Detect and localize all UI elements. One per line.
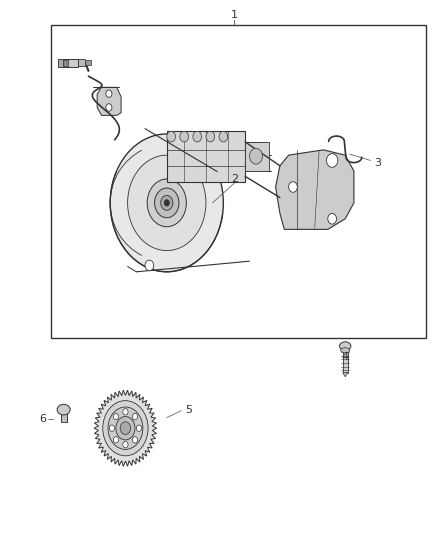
Text: 4: 4 bbox=[342, 352, 349, 361]
Circle shape bbox=[250, 148, 262, 164]
Bar bbox=[245, 142, 269, 171]
Circle shape bbox=[103, 401, 148, 456]
Circle shape bbox=[106, 104, 112, 111]
Circle shape bbox=[132, 437, 138, 443]
Circle shape bbox=[110, 134, 223, 272]
Circle shape bbox=[127, 155, 206, 251]
Circle shape bbox=[219, 131, 228, 142]
Circle shape bbox=[164, 200, 170, 206]
Circle shape bbox=[328, 214, 336, 224]
Circle shape bbox=[113, 437, 119, 443]
Text: 2: 2 bbox=[231, 174, 238, 184]
Bar bbox=[343, 350, 348, 373]
Circle shape bbox=[113, 414, 119, 420]
Circle shape bbox=[147, 179, 186, 227]
Ellipse shape bbox=[341, 348, 350, 353]
Polygon shape bbox=[276, 150, 354, 229]
Text: 5: 5 bbox=[185, 405, 192, 415]
Circle shape bbox=[136, 425, 141, 431]
Text: 3: 3 bbox=[374, 158, 381, 168]
Circle shape bbox=[193, 131, 201, 142]
Circle shape bbox=[123, 441, 128, 448]
Polygon shape bbox=[58, 59, 78, 67]
Circle shape bbox=[106, 90, 112, 98]
Bar bbox=[78, 59, 85, 66]
Ellipse shape bbox=[339, 342, 351, 350]
Bar bbox=[167, 131, 245, 182]
Circle shape bbox=[326, 154, 338, 167]
Bar bbox=[60, 408, 67, 422]
Bar bbox=[85, 60, 91, 65]
Circle shape bbox=[123, 409, 128, 415]
Ellipse shape bbox=[57, 405, 70, 415]
Text: 1: 1 bbox=[231, 10, 238, 20]
Circle shape bbox=[110, 425, 115, 431]
Circle shape bbox=[155, 188, 179, 217]
Bar bbox=[51, 25, 426, 338]
Circle shape bbox=[180, 131, 188, 142]
Circle shape bbox=[167, 131, 176, 142]
Polygon shape bbox=[94, 390, 157, 466]
Circle shape bbox=[145, 260, 154, 271]
Text: 6: 6 bbox=[39, 414, 46, 424]
Circle shape bbox=[161, 196, 173, 211]
Polygon shape bbox=[343, 373, 348, 377]
Circle shape bbox=[116, 417, 135, 440]
Circle shape bbox=[206, 131, 215, 142]
Circle shape bbox=[132, 414, 138, 420]
Bar bbox=[58, 59, 63, 67]
Circle shape bbox=[108, 407, 143, 449]
Circle shape bbox=[120, 422, 131, 434]
Circle shape bbox=[289, 182, 297, 192]
Bar bbox=[63, 60, 67, 66]
Polygon shape bbox=[97, 87, 121, 115]
